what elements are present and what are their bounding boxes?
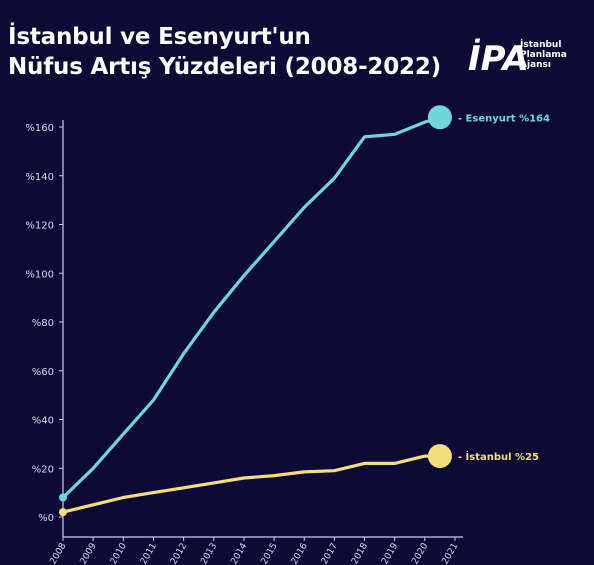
x-tick-label: 2014	[229, 541, 249, 565]
series-lines	[61, 115, 442, 514]
x-tick-label: 2016	[290, 541, 310, 565]
x-tick-label: 2008	[48, 541, 68, 565]
series-end-markers: - Esenyurt %164 - İstanbul %25	[59, 105, 550, 517]
series-end-label: - Esenyurt %164	[458, 113, 550, 124]
ipa-logo-text: İPA	[468, 38, 529, 79]
title-line-1: İstanbul ve Esenyurt'un	[8, 24, 311, 50]
series-line-istanbul	[61, 454, 442, 514]
series-start-point	[59, 508, 67, 517]
x-tick-label: 2018	[350, 541, 370, 565]
x-tick-label: 2019	[380, 541, 400, 565]
ipa-logo: İPA	[468, 38, 529, 79]
x-tick-label: 2010	[109, 541, 129, 565]
chart-axes	[62, 120, 463, 538]
y-tick-label: %120	[25, 221, 54, 232]
y-tick-label: %140	[25, 172, 54, 183]
y-tick-label: %0	[38, 513, 54, 524]
x-tick-label: 2009	[79, 541, 99, 565]
x-tick-label: 2011	[139, 542, 159, 565]
brand-line-1: İstanbul	[520, 40, 562, 50]
y-tick-label: %80	[32, 318, 54, 329]
x-tick-label: 2015	[260, 542, 280, 565]
y-tick-label: %40	[32, 416, 54, 427]
x-tick-label: 2021	[440, 542, 460, 565]
series-line-esenyurt	[61, 115, 442, 500]
x-tick-label: 2020	[410, 541, 430, 565]
series-end-marker	[427, 105, 452, 130]
y-tick-label: %20	[32, 464, 54, 475]
brand-line-2: Planlama	[520, 50, 567, 60]
y-axis-ticks: %0 %20 %40 %60 %80 %100 %120 %140 %160	[25, 123, 63, 524]
title-line-2: Nüfus Artış Yüzdeleri (2008-2022)	[8, 54, 441, 80]
y-tick-label: %100	[25, 269, 54, 280]
series-end-marker	[427, 444, 452, 469]
series-start-point	[59, 493, 67, 502]
series-end-label: - İstanbul %25	[458, 449, 539, 463]
x-tick-label: 2013	[199, 542, 219, 565]
x-axis-ticks: 2008 2009 2010 2011 2012 2013 2014 2015 2016 2017…	[48, 537, 461, 565]
y-tick-label: %60	[32, 367, 54, 378]
x-tick-label: 2017	[320, 542, 340, 565]
brand-line-3: Ajansı	[520, 60, 551, 70]
chart-title: İstanbul ve Esenyurt'un Nüfus Artış Yüzd…	[8, 22, 441, 82]
y-tick-label: %160	[25, 123, 54, 134]
brand-name: İstanbul Planlama Ajansı	[520, 40, 567, 70]
x-tick-label: 2012	[169, 542, 189, 565]
